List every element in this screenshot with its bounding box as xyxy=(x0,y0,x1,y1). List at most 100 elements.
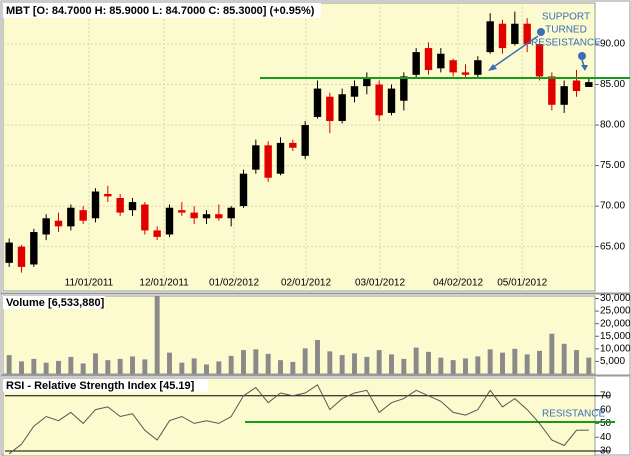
volume-bar xyxy=(31,358,37,374)
candle-body xyxy=(350,86,359,97)
candle-body xyxy=(523,23,531,45)
rsi-title: RSI - Relative Strength Index [45.19] xyxy=(6,380,195,392)
volume-bar xyxy=(512,348,518,374)
y-tick-label: 15,000 xyxy=(600,331,631,342)
candle-body xyxy=(375,84,383,116)
candle-body xyxy=(387,88,396,113)
candle-body xyxy=(67,207,75,227)
annotation: RESEISTANCE xyxy=(531,38,601,49)
candle-body xyxy=(17,246,26,267)
annotation-dot xyxy=(578,52,586,60)
candle-body xyxy=(560,86,568,105)
candle-body xyxy=(289,142,297,148)
volume-bar xyxy=(265,353,271,374)
candle-body xyxy=(215,214,223,219)
y-tick-label: 70.00 xyxy=(600,201,625,212)
candle-body xyxy=(474,60,482,75)
candle-body xyxy=(400,76,408,101)
volume-bar xyxy=(43,362,49,374)
volume-bar xyxy=(327,351,333,374)
candle-body xyxy=(79,210,87,221)
volume-bar xyxy=(561,343,567,374)
volume-bar xyxy=(352,353,357,374)
volume-bar xyxy=(142,359,148,374)
candle-body xyxy=(461,72,470,75)
candle-body xyxy=(42,218,50,235)
annotation: TURNED xyxy=(545,25,587,36)
annotation-dot xyxy=(537,28,545,36)
y-tick-label: 85.00 xyxy=(600,79,625,90)
candle-body xyxy=(585,82,593,87)
volume-bar xyxy=(401,358,407,374)
candle-body xyxy=(178,210,186,213)
y-tick-label: 10,000 xyxy=(600,343,631,354)
volume-bar xyxy=(6,355,12,374)
candle-body xyxy=(153,230,161,237)
x-tick-label: 03/01/2012 xyxy=(355,278,405,289)
candle-body xyxy=(511,23,519,45)
volume-bar xyxy=(475,356,481,374)
volume-bar xyxy=(302,348,308,374)
candle-body xyxy=(202,214,211,219)
volume-bar xyxy=(339,355,345,374)
candle-body xyxy=(190,212,198,219)
y-tick-label: 80.00 xyxy=(600,120,625,131)
y-tick-label: 90.00 xyxy=(600,39,625,50)
volume-bar xyxy=(80,363,86,374)
y-tick-label: 30,000 xyxy=(600,293,631,304)
volume-bar xyxy=(130,356,135,374)
volume-bar xyxy=(117,358,123,374)
plot-layer: 65.00 70.00 75.00 80.00 85.00 90.00 11/01/2011… xyxy=(3,3,631,456)
candle-body xyxy=(449,60,457,73)
x-tick-label: 01/02/2012 xyxy=(209,278,259,289)
candle-body xyxy=(363,78,371,87)
candle-body xyxy=(91,191,100,219)
volume-bar xyxy=(105,360,111,374)
volume-bar xyxy=(450,360,456,374)
volume-bar xyxy=(574,350,579,374)
title-box xyxy=(3,296,105,309)
title-box xyxy=(3,3,321,18)
candle-body xyxy=(535,44,544,77)
candle-body xyxy=(338,94,346,122)
candle-body xyxy=(239,173,248,207)
volume-bar xyxy=(487,349,493,374)
volume-bar xyxy=(315,340,320,374)
candle-body xyxy=(276,142,285,174)
candle-body xyxy=(572,80,581,92)
candle-body xyxy=(116,198,124,213)
volume-bar xyxy=(364,356,370,374)
candle-body xyxy=(128,202,137,211)
x-tick-label: 12/01/2011 xyxy=(139,278,189,289)
volume-bar xyxy=(191,358,197,374)
candle-body xyxy=(264,145,272,178)
candle-body xyxy=(424,48,433,70)
volume-bar xyxy=(241,350,246,374)
y-tick-label: 20,000 xyxy=(600,318,631,329)
price-panel xyxy=(2,2,596,292)
rsi-line xyxy=(8,384,589,455)
candle-body xyxy=(486,21,494,53)
volume-bar xyxy=(253,349,259,374)
x-tick-label: 02/01/2012 xyxy=(281,278,331,289)
y-tick-label: 5,000 xyxy=(600,356,625,367)
candle-body xyxy=(301,125,309,156)
x-tick-label: 11/01/2011 xyxy=(65,278,114,289)
title-box xyxy=(3,379,208,392)
volume-title: Volume [6,533,880] xyxy=(6,297,105,309)
annotation: RESISTANCE xyxy=(542,409,605,420)
volume-bar xyxy=(537,350,542,374)
volume-bar xyxy=(413,347,419,374)
volume-bar xyxy=(586,357,592,374)
volume-bar xyxy=(93,353,98,374)
volume-bar xyxy=(438,357,444,374)
candle-body xyxy=(227,207,235,219)
volume-bar xyxy=(500,352,505,374)
volume-bar xyxy=(463,358,468,374)
volume-bar xyxy=(228,355,234,374)
annotation: SUPPORT xyxy=(542,12,590,23)
volume-bar xyxy=(56,360,61,374)
candle-body xyxy=(313,88,322,117)
